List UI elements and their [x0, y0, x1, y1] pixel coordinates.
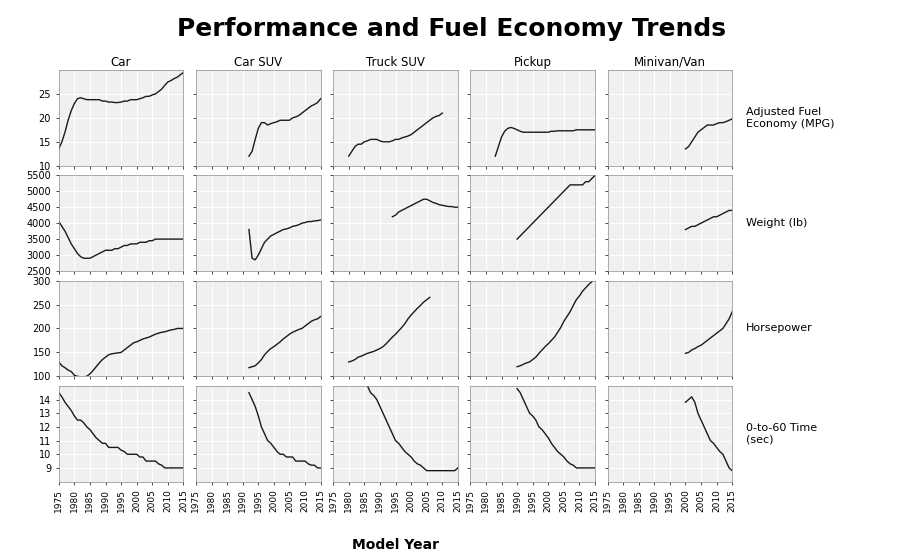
Text: Adjusted Fuel
Economy (MPG): Adjusted Fuel Economy (MPG): [745, 107, 833, 129]
Text: Weight (lb): Weight (lb): [745, 218, 806, 228]
Text: Performance and Fuel Economy Trends: Performance and Fuel Economy Trends: [177, 17, 726, 41]
Title: Truck SUV: Truck SUV: [366, 56, 424, 69]
Text: Horsepower: Horsepower: [745, 324, 812, 333]
Title: Car: Car: [111, 56, 131, 69]
Text: 0-to-60 Time
(sec): 0-to-60 Time (sec): [745, 423, 816, 445]
Title: Pickup: Pickup: [513, 56, 551, 69]
Title: Car SUV: Car SUV: [234, 56, 282, 69]
Text: Model Year: Model Year: [351, 538, 438, 552]
Title: Minivan/Van: Minivan/Van: [633, 56, 705, 69]
